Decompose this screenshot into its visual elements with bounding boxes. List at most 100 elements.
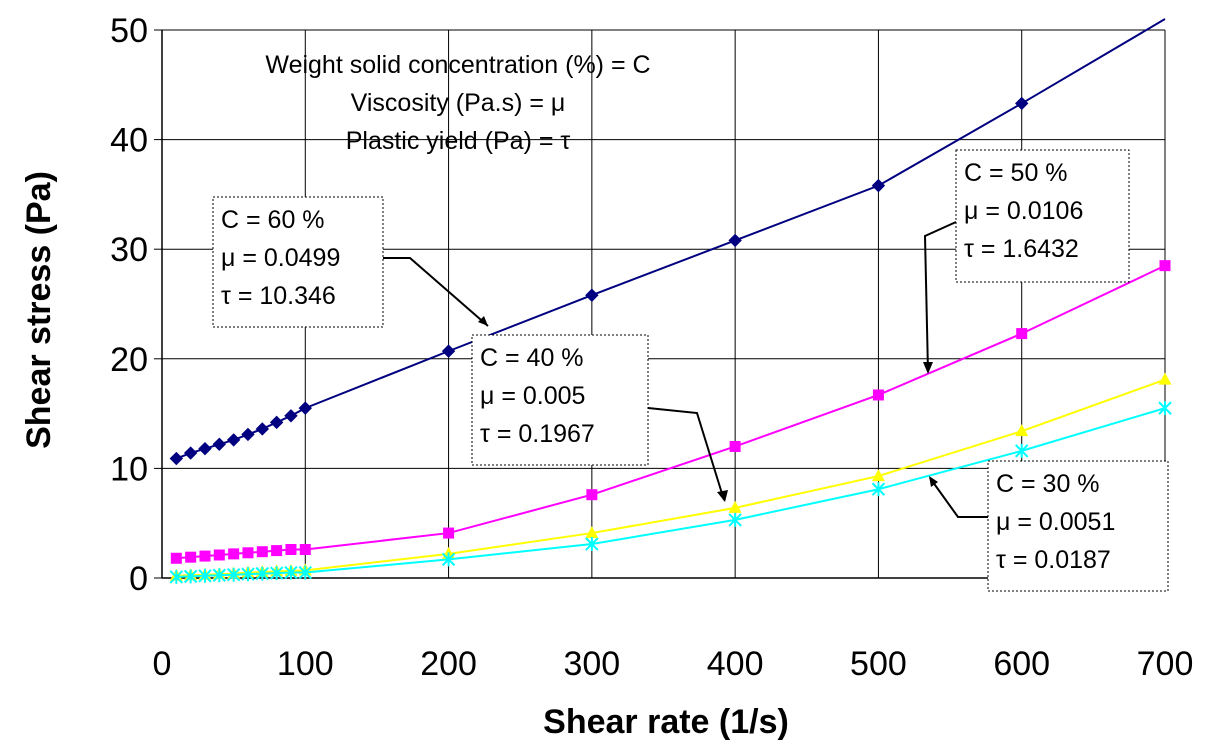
callout-c40-line3: τ = 0.1967 [480,420,595,448]
series-0-point [212,437,227,451]
series-0-point [255,422,270,436]
series-3-line [176,407,1166,578]
series-0-point [169,451,184,466]
series-3-point [255,566,270,581]
y-axis-title: Shear stress (Pa) [20,171,58,449]
series-0-point [441,344,456,358]
callout-c50-line2: μ = 0.0106 [964,197,1083,225]
tick-labels: 0 100 200 300 400 500 600 700 0 10 20 30 40 50 [110,12,1193,683]
series-1-point [285,544,297,556]
y-tick-label: 50 [110,12,148,50]
series-2-point [1015,424,1029,437]
x-tick-label: 500 [850,645,907,683]
x-tick-label: 600 [993,645,1050,683]
callout-c50: C = 50 % μ = 0.0106 τ = 1.6432 [923,149,1130,374]
series-2-line [176,378,1166,577]
series-0-point [269,415,284,430]
y-tick-label: 40 [110,122,148,160]
callout-c60-line3: τ = 10.346 [221,282,336,310]
definitions-note: Weight solid concentration (%) = C Visco… [265,51,650,155]
callout-c30-line2: μ = 0.0051 [996,508,1115,536]
series-3-point [1158,401,1172,416]
series-3-point [728,512,742,527]
callout-c60-arrow [383,257,489,327]
x-axis-title: Shear rate (1/s) [543,703,789,741]
series-0 [169,18,1166,466]
series-3-point [298,565,312,580]
callout-c60-box [212,196,384,328]
series-3-point [169,569,184,584]
series-0-point [241,427,255,442]
series-1-point [228,548,240,560]
series-1-point [185,551,197,563]
callout-c60-line2: μ = 0.0499 [221,244,340,272]
series-1-point [729,440,741,452]
series-1-point [443,527,455,539]
series-0-point [198,441,212,456]
series-3-point [269,566,284,581]
callout-c50-arrow [923,221,957,373]
callout-c30-line3: τ = 0.0187 [996,546,1111,574]
series-0-point [226,433,241,447]
callout-c30-arrow [929,477,988,518]
callout-c30-line1: C = 30 % [996,470,1100,498]
series-0-point [183,446,198,460]
y-tick-label: 20 [110,341,148,379]
series-0-point [585,288,599,302]
series-0-line [175,18,1166,460]
x-tick-label: 200 [420,645,477,683]
series-1-point [299,544,311,556]
series-0-point [1015,96,1029,111]
series-1-point [872,389,884,401]
series-3-point [241,567,255,582]
y-tick-label: 30 [110,231,148,269]
x-tick-label: 400 [707,645,764,683]
callout-c60: C = 60 % μ = 0.0499 τ = 10.346 [212,196,489,328]
series-0-point [871,178,886,193]
callout-c40-line2: μ = 0.005 [480,382,585,410]
callout-c30-arrowhead [929,476,938,487]
series-1-point [199,550,211,562]
series-2-point [871,469,885,482]
callout-c60-arrowhead [478,316,488,326]
series-1-point [170,552,182,564]
series-3-point [1015,443,1029,458]
callout-c50-line3: τ = 1.6432 [964,235,1079,263]
series-1-point [213,549,225,561]
callout-c50-arrowhead [923,362,933,374]
callout-c30-box [987,460,1169,592]
series-1-point [1016,328,1028,340]
series-3-point [183,569,198,584]
y-tick-label: 0 [129,560,148,598]
series-1-point [586,489,598,501]
series-3-point [212,568,227,583]
series-3-point [226,567,241,582]
x-tick-label: 300 [563,645,620,683]
x-tick-label: 100 [277,645,334,683]
callout-c30: C = 30 % μ = 0.0051 τ = 0.0187 [929,460,1169,592]
callout-c40-arrow [647,407,725,501]
series-1-point [271,545,283,557]
note-line-concentration: Weight solid concentration (%) = C [265,51,650,79]
series-2-point [728,500,742,513]
series-layer [169,18,1172,584]
series-1-point [242,547,254,559]
series-1-point [1159,260,1171,272]
note-line-viscosity: Viscosity (Pa.s) = μ [351,89,566,117]
series-2-point [1158,372,1172,385]
series-1-line [176,264,1166,560]
series-2-point [585,526,599,539]
series-3-point [871,482,886,497]
series-3-point [198,568,212,583]
callouts: C = 60 % μ = 0.0499 τ = 10.346 C = 50 % … [212,149,1169,592]
series-1-point [256,546,268,558]
note-line-yield: Plastic yield (Pa) = τ [346,127,571,155]
series-3 [169,401,1172,584]
callout-c60-line1: C = 60 % [221,206,325,234]
series-0-point [728,233,742,248]
series-0-point [284,409,298,423]
callout-c40-box [471,334,649,466]
series-3-point [585,537,599,552]
callout-c50-line1: C = 50 % [964,159,1068,187]
